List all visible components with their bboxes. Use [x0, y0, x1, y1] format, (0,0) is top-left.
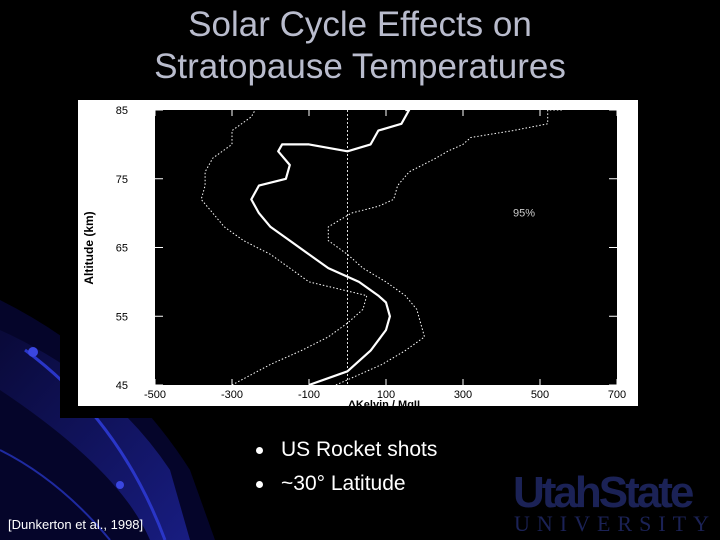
x-tick-label: -100	[298, 389, 320, 401]
plot-area	[155, 110, 617, 385]
x-tick-label: -300	[221, 389, 243, 401]
x-tick-label: 500	[531, 389, 549, 401]
bullet-dot-icon	[256, 480, 263, 488]
bullet-item: ~30° Latitude	[256, 467, 437, 501]
university-logo-subtitle: UNIVERSITY	[514, 511, 716, 536]
x-tick-label: 100	[377, 389, 395, 401]
x-axis-label: ΔKelvin / MgII	[348, 399, 420, 411]
bullet-text: ~30° Latitude	[281, 472, 406, 495]
bullet-item: US Rocket shots	[256, 433, 437, 467]
y-tick-label: 75	[116, 174, 128, 186]
slide-title: Solar Cycle Effects on Stratopause Tempe…	[0, 4, 720, 88]
title-line-2: Stratopause Temperatures	[154, 47, 566, 86]
x-tick-label: -500	[144, 389, 166, 401]
y-axis-label: Altitude (km)	[82, 211, 96, 284]
x-tick-label: 300	[454, 389, 472, 401]
citation: [Dunkerton et al., 1998]	[8, 517, 144, 532]
y-tick-label: 45	[116, 380, 128, 392]
confidence-bound-line	[200, 109, 368, 386]
y-tick-label: 85	[116, 105, 128, 117]
mean-response-line	[250, 108, 411, 387]
bullet-list: US Rocket shots ~30° Latitude	[256, 433, 437, 501]
y-tick-label: 55	[116, 311, 128, 323]
university-logo-wordmark: UtahState	[513, 468, 694, 517]
title-line-1: Solar Cycle Effects on	[188, 5, 532, 44]
confidence-bound-line	[327, 109, 564, 386]
annotation-95-percent: 95%	[513, 208, 535, 220]
y-tick-label: 65	[116, 243, 128, 255]
x-tick-label: 700	[608, 389, 626, 401]
bullet-text: US Rocket shots	[281, 438, 438, 461]
bullet-dot-icon	[256, 446, 263, 454]
